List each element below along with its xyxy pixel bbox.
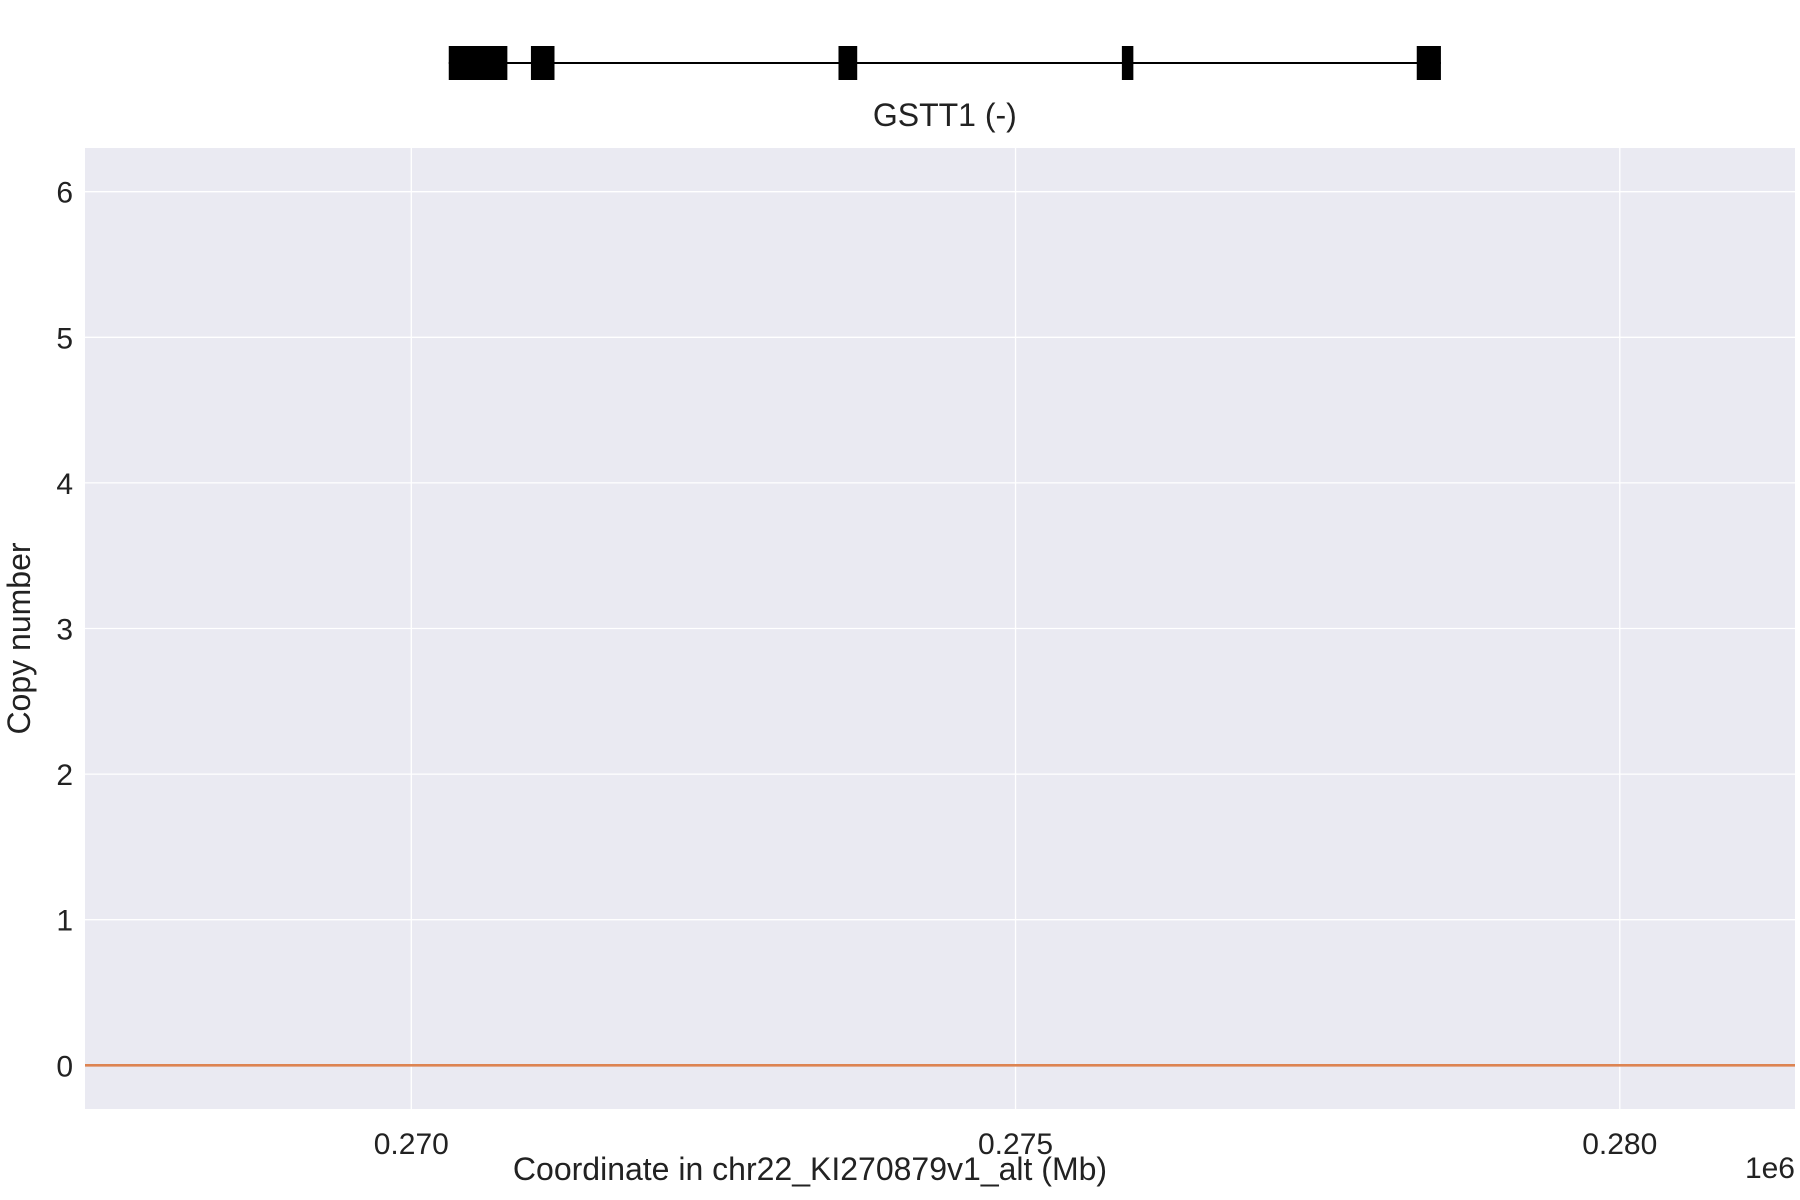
gene-exon — [838, 46, 858, 80]
x-tick-label: 0.270 — [374, 1128, 449, 1161]
y-tick-label: 0 — [56, 1050, 73, 1083]
y-tick-label: 6 — [56, 177, 73, 210]
gene-exon — [448, 46, 508, 80]
x-tick-label: 0.275 — [978, 1128, 1053, 1161]
x-axis-label: Coordinate in chr22_KI270879v1_alt (Mb) — [513, 1151, 1107, 1187]
y-tick-label: 1 — [56, 905, 73, 938]
gene-track — [448, 46, 1441, 80]
gene-label: GSTT1 (-) — [873, 97, 1017, 133]
x-tick-label: 0.280 — [1582, 1128, 1657, 1161]
gene-exon — [1416, 46, 1441, 80]
y-tick-label: 3 — [56, 614, 73, 647]
x-axis-offset-label: 1e6 — [1745, 1152, 1795, 1185]
y-tick-label: 4 — [56, 468, 73, 501]
y-axis: 0 1 2 3 4 5 6 — [56, 177, 73, 1084]
y-tick-label: 5 — [56, 322, 73, 355]
gene-exon — [1121, 46, 1134, 80]
y-tick-label: 2 — [56, 759, 73, 792]
y-axis-label: Copy number — [1, 542, 37, 734]
gene-exon — [530, 46, 555, 80]
x-axis: 0.270 0.275 0.280 — [374, 1128, 1658, 1161]
